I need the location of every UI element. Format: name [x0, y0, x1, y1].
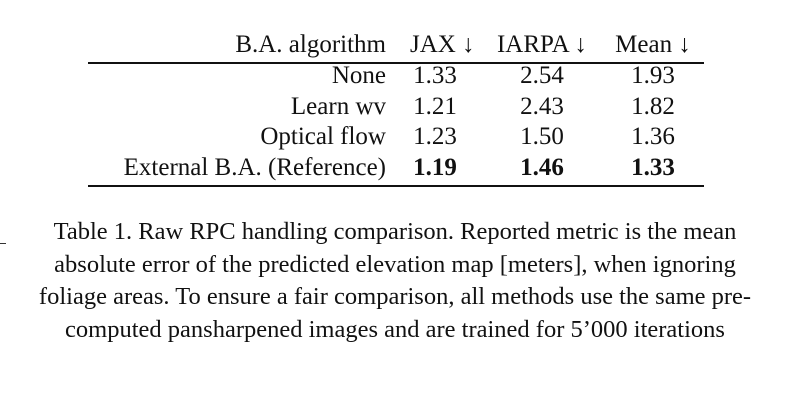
- header-cell: JAX ↓: [410, 31, 475, 58]
- row-label: External B.A. (Reference): [123, 154, 386, 181]
- mean-value: 1.82: [631, 93, 675, 120]
- row-label: None: [331, 62, 386, 89]
- mean-value: 1.36: [631, 123, 675, 150]
- iarpa-value: 2.43: [520, 93, 564, 120]
- row-label: Learn wv: [290, 93, 386, 120]
- iarpa-value: 2.54: [520, 62, 564, 89]
- row-label: Optical flow: [260, 123, 386, 150]
- header-rule: [88, 62, 704, 64]
- mean-value: 1.93: [631, 62, 675, 89]
- mean-value: 1.33: [631, 154, 675, 181]
- header-cell: Mean ↓: [615, 31, 691, 58]
- margin-mark: [0, 243, 6, 244]
- jax-value: 1.33: [413, 62, 457, 89]
- iarpa-value: 1.50: [520, 123, 564, 150]
- jax-value: 1.19: [413, 154, 457, 181]
- jax-value: 1.23: [413, 123, 457, 150]
- iarpa-value: 1.46: [520, 154, 564, 181]
- header-cell: IARPA ↓: [496, 31, 588, 58]
- table-caption: Table 1. Raw RPC handling comparison. Re…: [38, 218, 752, 343]
- header-cell: B.A. algorithm: [235, 31, 386, 58]
- bottom-rule: [88, 185, 704, 187]
- jax-value: 1.21: [413, 93, 457, 120]
